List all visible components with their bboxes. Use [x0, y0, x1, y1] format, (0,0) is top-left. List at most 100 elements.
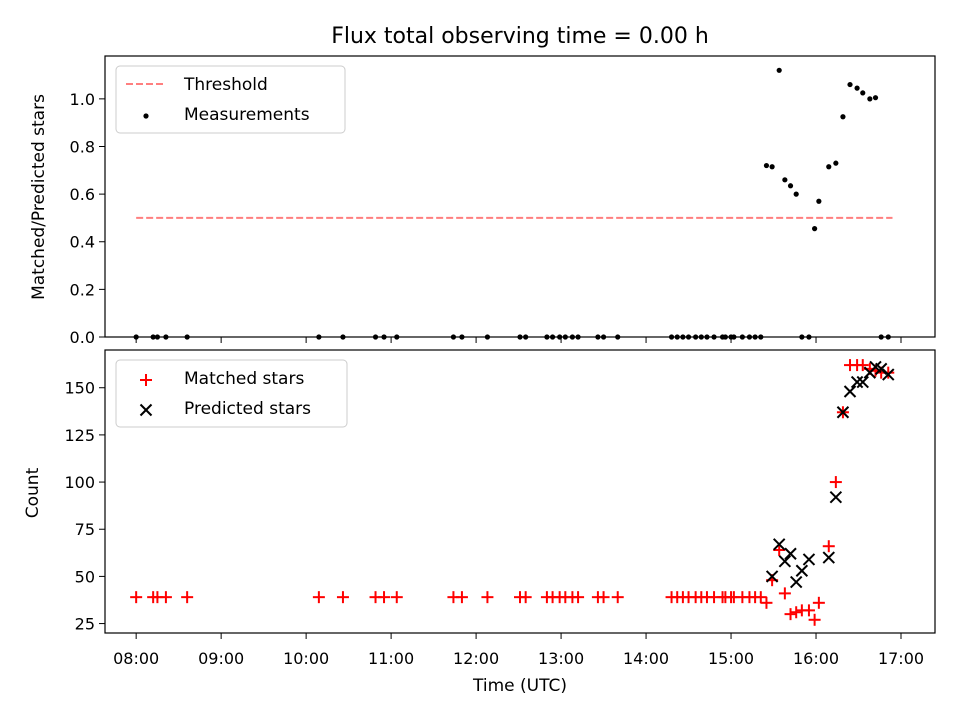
measurement-point [787, 183, 794, 189]
predicted-star-marker [789, 575, 803, 589]
measurement-point [872, 95, 879, 101]
xtick-label: 09:00 [198, 649, 244, 668]
xtick-label: 08:00 [113, 649, 159, 668]
predicted-marker-b [874, 362, 888, 376]
predicted-marker-b [869, 360, 882, 374]
predicted-marker-b [778, 555, 792, 568]
legend-label: Matched stars [184, 369, 304, 389]
top-ytick-label: 0.0 [70, 328, 95, 347]
chart-title: Flux total observing time = 0.00 h [331, 24, 709, 49]
measurement-point [826, 164, 832, 170]
predicted-marker-b [829, 490, 843, 504]
predicted-marker-b [789, 575, 803, 589]
predicted-star-marker [795, 564, 809, 577]
predicted-marker-b [856, 375, 869, 389]
matched-star-marker [312, 591, 325, 604]
measurement-point [763, 162, 770, 169]
predicted-star-marker [772, 538, 786, 551]
top-panel: 0.0 0.2 0.4 0.6 0.8 1.0 Threshold Measurements [70, 55, 936, 347]
matched-star-marker [778, 587, 791, 600]
predicted-star-marker [822, 551, 835, 564]
xtick-label: 17:00 [878, 649, 924, 668]
measurement-point [847, 81, 853, 88]
bottom-panel: 25 50 75 100 125 150 08:00 09:00 10:00 11:00 12:00… [64, 349, 936, 668]
measurement-point [840, 114, 846, 120]
measurement-point [854, 85, 860, 91]
predicted-marker-b [850, 375, 864, 389]
matched-star-marker [481, 591, 494, 604]
matched-star-marker [519, 591, 532, 604]
measurement-point [833, 160, 839, 166]
matched-star-marker [856, 359, 869, 372]
measurement-point [769, 164, 775, 170]
matched-star-marker [611, 591, 624, 604]
measurement-point [812, 226, 818, 232]
predicted-marker-b [784, 547, 797, 560]
measurement-point [867, 96, 873, 102]
predicted-star-marker [856, 375, 869, 389]
matched-star-marker [773, 543, 786, 556]
xtick-label: 15:00 [708, 649, 754, 668]
matched-star-marker [802, 604, 815, 617]
measurement-point [860, 90, 866, 96]
top-ytick-label: 0.2 [70, 280, 95, 299]
top-legend: Threshold Measurements [115, 65, 346, 134]
legend-label: Predicted stars [184, 399, 311, 419]
top-axes-frame [104, 55, 936, 338]
predicted-marker-b [802, 553, 816, 566]
matched-star-marker [336, 591, 349, 604]
predicted-star-marker [874, 362, 888, 376]
legend-measurements-swatch [143, 113, 149, 119]
measurement-point [782, 177, 788, 183]
matched-star-marker [808, 613, 821, 626]
measurement-point [793, 191, 799, 197]
bottom-legend: Matched stars Predicted stars [115, 359, 348, 428]
legend-label: Measurements [184, 105, 310, 125]
bottom-legend-box [115, 359, 348, 428]
matched-star-marker [159, 591, 172, 604]
matched-star-marker [130, 591, 143, 604]
xtick-label: 12:00 [453, 649, 499, 668]
top-legend-box [115, 65, 346, 134]
legend-label: Threshold [183, 75, 268, 95]
matched-star-marker [790, 606, 803, 619]
matched-star-marker [754, 591, 767, 604]
bottom-ytick-label: 75 [75, 520, 95, 539]
predicted-star-marker [778, 555, 792, 568]
bottom-axes-frame [104, 349, 936, 634]
xtick-label: 13:00 [538, 649, 584, 668]
predicted-star-marker [802, 553, 816, 566]
bottom-ytick-label: 125 [64, 426, 95, 445]
matched-star-marker [181, 591, 194, 604]
predicted-star-marker [850, 375, 864, 389]
predicted-marker-b [795, 564, 809, 577]
top-ylabel: Matched/Predicted stars [29, 94, 49, 300]
predicted-star-marker [882, 368, 895, 381]
legend-predicted-swatch-b [139, 403, 153, 417]
xtick-label: 14:00 [623, 649, 669, 668]
measurement-point [816, 198, 822, 204]
xtick-label: 11:00 [368, 649, 414, 668]
matched-star-marker [784, 608, 797, 621]
matched-star-marker [390, 591, 403, 604]
matched-star-marker [572, 591, 585, 604]
predicted-star-marker [784, 547, 797, 560]
predicted-star-marker [843, 385, 857, 398]
top-ytick-label: 0.4 [70, 233, 95, 252]
bottom-ytick-label: 25 [75, 615, 95, 634]
predicted-star-marker [765, 570, 779, 583]
bottom-ytick-label: 150 [64, 379, 95, 398]
predicted-marker-b [765, 570, 779, 583]
top-ytick-label: 1.0 [70, 90, 95, 109]
x-axis-label: Time (UTC) [472, 676, 567, 696]
predicted-marker-b [822, 551, 835, 564]
predicted-star-marker [836, 406, 850, 419]
matched-star-marker [822, 540, 835, 553]
predicted-marker-b [836, 406, 850, 419]
matched-star-marker [812, 596, 825, 609]
measurement-point [776, 67, 782, 73]
predicted-marker-b [843, 385, 857, 398]
predicted-star-marker [829, 490, 843, 504]
matched-star-marker [829, 476, 842, 489]
